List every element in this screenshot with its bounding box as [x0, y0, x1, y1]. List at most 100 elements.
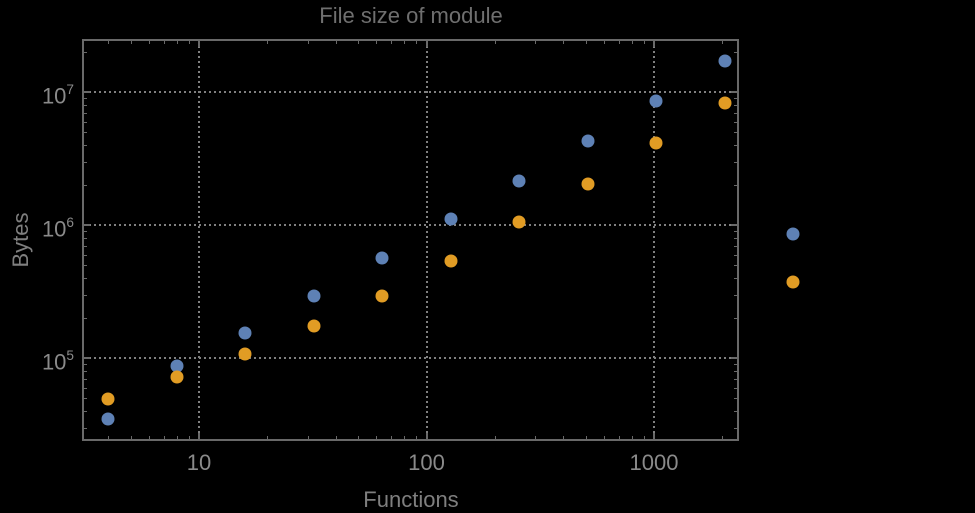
data-point-orange [581, 177, 595, 191]
plot-frame [82, 39, 739, 441]
tick-mark [82, 112, 87, 114]
tick-mark [335, 39, 337, 44]
tick-mark [535, 39, 537, 44]
tick-mark [631, 436, 633, 441]
tick-mark [148, 436, 150, 441]
tick-mark [603, 39, 605, 44]
tick-mark [734, 277, 739, 279]
tick-mark [734, 410, 739, 412]
tick-mark [653, 433, 655, 441]
y-tick-label: 107 [41, 82, 74, 109]
tick-mark [618, 39, 620, 44]
tick-mark [358, 39, 360, 44]
tick-mark [163, 39, 165, 44]
tick-mark [82, 387, 87, 389]
tick-mark [82, 378, 87, 380]
tick-mark [734, 121, 739, 123]
tick-mark [82, 121, 87, 123]
tick-mark [618, 436, 620, 441]
gridline-horizontal [84, 91, 737, 93]
tick-mark [82, 224, 90, 226]
tick-mark [734, 254, 739, 256]
tick-mark [731, 91, 739, 93]
data-point-blue [101, 412, 115, 426]
data-point-blue [375, 251, 389, 265]
tick-mark [563, 39, 565, 44]
tick-mark [416, 436, 418, 441]
tick-mark [734, 231, 739, 233]
tick-mark [82, 132, 87, 134]
tick-mark [734, 161, 739, 163]
gridline-horizontal [84, 224, 737, 226]
tick-mark [563, 436, 565, 441]
tick-mark [130, 39, 132, 44]
x-tick-label: 1000 [629, 450, 679, 475]
data-point-blue [512, 174, 526, 188]
tick-mark [603, 436, 605, 441]
tick-mark [734, 98, 739, 100]
gridline-vertical [198, 41, 200, 439]
tick-mark [108, 39, 110, 44]
tick-mark [198, 39, 200, 47]
tick-mark [82, 161, 87, 163]
x-tick-label: 10 [186, 450, 212, 475]
tick-mark [82, 398, 87, 400]
x-tick-label: 100 [408, 450, 445, 475]
tick-mark [404, 39, 406, 44]
tick-mark [731, 224, 739, 226]
tick-mark [734, 427, 739, 429]
tick-mark [108, 436, 110, 441]
data-point-orange [170, 370, 184, 384]
tick-mark [376, 436, 378, 441]
tick-mark [734, 144, 739, 146]
data-point-orange [101, 392, 115, 406]
y-tick-label: 106 [41, 215, 74, 242]
tick-mark [734, 364, 739, 366]
tick-mark [82, 277, 87, 279]
data-point-orange [718, 96, 732, 110]
tick-mark [82, 245, 87, 247]
data-point-blue [444, 212, 458, 226]
tick-mark [267, 436, 269, 441]
gridline-vertical [425, 41, 428, 439]
tick-mark [148, 39, 150, 44]
tick-mark [176, 436, 178, 441]
data-point-blue [649, 94, 663, 108]
tick-mark [82, 237, 87, 239]
tick-mark [82, 364, 87, 366]
data-point-blue [307, 289, 321, 302]
tick-mark [494, 436, 496, 441]
tick-mark [416, 39, 418, 44]
tick-mark [643, 39, 645, 44]
tick-mark [82, 98, 87, 100]
tick-mark [734, 317, 739, 319]
data-point-blue [170, 359, 184, 373]
tick-mark [82, 294, 87, 296]
tick-mark [494, 39, 496, 44]
tick-mark [82, 357, 90, 359]
tick-mark [734, 112, 739, 114]
tick-mark [734, 398, 739, 400]
y-tick-label: 105 [41, 348, 74, 375]
tick-mark [734, 184, 739, 186]
tick-mark [585, 39, 587, 44]
tick-mark [82, 231, 87, 233]
data-point-orange [649, 136, 663, 150]
tick-mark [307, 39, 309, 44]
tick-mark [176, 39, 178, 44]
tick-mark [163, 436, 165, 441]
tick-mark [643, 436, 645, 441]
tick-mark [307, 436, 309, 441]
tick-mark [82, 410, 87, 412]
data-point-orange [307, 319, 321, 333]
data-point-blue [718, 54, 732, 68]
tick-mark [722, 39, 724, 44]
tick-mark [130, 436, 132, 441]
tick-mark [82, 144, 87, 146]
tick-mark [391, 436, 393, 441]
x-axis-label: Functions [363, 487, 459, 512]
tick-mark [731, 357, 739, 359]
tick-mark [188, 39, 190, 44]
tick-mark [82, 317, 87, 319]
